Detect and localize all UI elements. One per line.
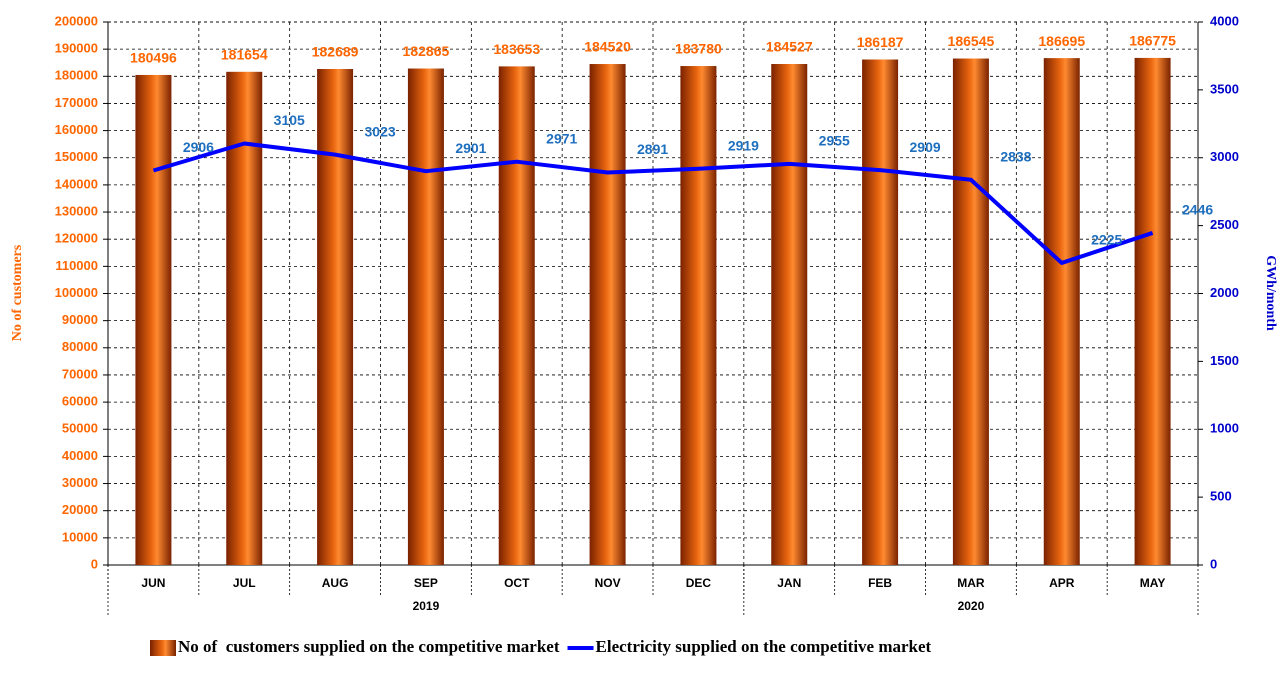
line-value-label: 3023 (365, 123, 396, 139)
y-tick-label: 130000 (55, 203, 98, 218)
y2-tick-label: 1500 (1210, 353, 1239, 368)
bar (407, 68, 444, 566)
y2-tick-label: 2500 (1210, 217, 1239, 232)
bar-value-label: 186545 (948, 33, 995, 49)
x-tick-label: JUN (141, 576, 165, 590)
y2-tick-label: 500 (1210, 489, 1232, 504)
line (152, 141, 1154, 265)
bar-value-label: 182689 (312, 44, 359, 60)
bar (589, 64, 626, 565)
line-value-label: 2446 (1182, 202, 1213, 218)
y-tick-label: 90000 (62, 312, 98, 327)
y-tick-label: 170000 (55, 95, 98, 110)
x-tick-label: MAY (1140, 576, 1166, 590)
legend-label: No of customers supplied on the competit… (178, 637, 560, 656)
bar (226, 71, 263, 565)
y-tick-label: 20000 (62, 502, 98, 517)
bar-value-label: 186187 (857, 34, 904, 50)
bar-value-label: 184527 (766, 39, 813, 55)
x-tick-label: DEC (686, 576, 712, 590)
y-tick-label: 50000 (62, 421, 98, 436)
y2-tick-label: 1000 (1210, 421, 1239, 436)
y-tick-label: 120000 (55, 231, 98, 246)
y2-tick-label: 0 (1210, 556, 1217, 571)
y2-tick-label: 3000 (1210, 149, 1239, 164)
legend-swatch (150, 640, 176, 656)
y2-axis-title: GWh/month (1263, 255, 1278, 331)
bar-value-label: 183653 (493, 41, 540, 57)
bar (771, 64, 808, 566)
x-tick-label: NOV (595, 576, 621, 590)
bar (862, 59, 899, 566)
x-tick-label: SEP (414, 576, 438, 590)
bar-value-label: 183780 (675, 41, 722, 57)
y-tick-label: 150000 (55, 149, 98, 164)
bar (317, 68, 354, 566)
bar (680, 66, 717, 566)
x-tick-label: AUG (322, 576, 349, 590)
y-tick-label: 60000 (62, 394, 98, 409)
y-tick-label: 40000 (62, 448, 98, 463)
line-value-label: 2906 (183, 139, 214, 155)
bar-value-label: 184520 (584, 39, 631, 55)
x-tick-label: JAN (777, 576, 801, 590)
bar (1134, 57, 1171, 565)
y-tick-label: 70000 (62, 366, 98, 381)
y-tick-label: 0 (91, 556, 98, 571)
bar (498, 66, 535, 565)
x-tick-label: APR (1049, 576, 1075, 590)
legend-label: Electricity supplied on the competitive … (596, 637, 932, 656)
line-value-label: 2919 (728, 137, 759, 153)
line-value-label: 3105 (274, 112, 305, 128)
y-tick-label: 140000 (55, 176, 98, 191)
y-tick-label: 100000 (55, 285, 98, 300)
bar-value-label: 181654 (221, 47, 268, 63)
y2-tick-label: 3500 (1210, 81, 1239, 96)
y2-tick-label: 4000 (1210, 13, 1239, 28)
line-value-label: 2901 (455, 140, 486, 156)
x-group-label: 2019 (413, 599, 440, 613)
y-axis-title: No of customers (10, 244, 25, 341)
y-tick-label: 10000 (62, 529, 98, 544)
bar (952, 58, 989, 565)
y-tick-label: 110000 (55, 258, 98, 273)
bar (135, 74, 172, 565)
bar-value-label: 186695 (1038, 33, 1085, 49)
x-tick-label: JUL (233, 576, 256, 590)
y-tick-label: 180000 (55, 68, 98, 83)
line-value-label: 2909 (910, 139, 941, 155)
line-value-label: 2838 (1000, 148, 1031, 164)
line-value-label: 2225 (1091, 232, 1122, 248)
line-value-label: 2955 (819, 133, 850, 149)
x-tick-label: FEB (868, 576, 892, 590)
bar (1043, 58, 1080, 565)
line-value-label: 2891 (637, 141, 668, 157)
y-tick-label: 30000 (62, 475, 98, 490)
y-tick-label: 200000 (55, 13, 98, 28)
x-group-label: 2020 (958, 599, 985, 613)
y-tick-label: 160000 (55, 122, 98, 137)
y-tick-label: 190000 (55, 41, 98, 56)
bar-value-label: 186775 (1129, 33, 1176, 49)
line-value-label: 2971 (546, 130, 577, 146)
y-tick-label: 80000 (62, 339, 98, 354)
x-tick-label: MAR (957, 576, 985, 590)
y2-tick-label: 2000 (1210, 285, 1239, 300)
bar-value-label: 182865 (403, 43, 450, 59)
bar-value-label: 180496 (130, 50, 177, 66)
x-tick-label: OCT (504, 576, 530, 590)
